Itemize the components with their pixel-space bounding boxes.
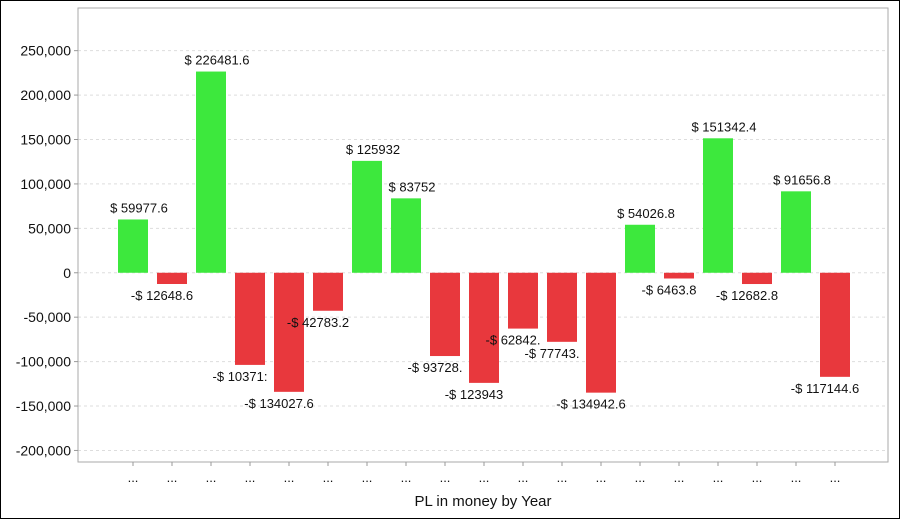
data-label: -$ 62842. [486,333,541,348]
data-label: -$ 6463.8 [642,283,697,298]
bar [547,272,577,342]
bar [391,198,421,273]
x-tick-label: ... [596,470,607,485]
data-label: -$ 12648.6 [131,288,193,303]
data-label: $ 59977.6 [110,200,168,215]
bar [625,224,655,273]
data-label: -$ 123943 [445,387,504,402]
x-tick-label: ... [362,470,373,485]
bar [820,272,850,377]
bar [469,272,499,383]
x-tick-label: ... [830,470,841,485]
y-tick-label: 200,000 [20,87,71,103]
bar [274,272,304,392]
x-tick-label: ... [479,470,490,485]
x-tick-label: ... [440,470,451,485]
y-tick-label: -100,000 [16,354,71,370]
x-tick-label: ... [518,470,529,485]
x-tick-label: ... [635,470,646,485]
x-tick-label: ... [206,470,217,485]
data-label: $ 54026.8 [617,206,675,221]
y-tick-label: -200,000 [16,442,71,458]
y-tick-label: -150,000 [16,398,71,414]
data-label: -$ 93728. [408,360,463,375]
x-tick-label: ... [401,470,412,485]
bar [157,272,187,284]
x-tick-label: ... [791,470,802,485]
x-tick-label: ... [323,470,334,485]
x-tick-label: ... [284,470,295,485]
bar [313,272,343,311]
y-tick-label: 100,000 [20,176,71,192]
x-tick-label: ... [245,470,256,485]
bar [781,191,811,273]
data-label: -$ 42783.2 [287,315,349,330]
data-label: -$ 12682.8 [716,288,778,303]
data-label: -$ 134942.6 [556,397,625,412]
bar [118,219,148,273]
data-label: $ 151342.4 [691,119,756,134]
x-tick-label: ... [557,470,568,485]
data-label: -$ 117144.6 [791,381,859,396]
x-axis-label: PL in money by Year [414,493,551,510]
bar [703,138,733,273]
bar [352,160,382,273]
bars: $ 59977.6 -$ 12648.6 $ 226481.6 -$ 10371: -$… [110,53,859,412]
data-label: $ 125932 [346,142,400,157]
data-label: -$ 77743. [525,346,580,361]
data-label: -$ 10371: [213,369,268,384]
data-label: $ 226481.6 [184,53,249,68]
data-label: -$ 134027.6 [244,396,313,411]
y-tick-label: 250,000 [20,43,71,59]
y-tick-label: 150,000 [20,131,71,147]
data-label: $ 91656.8 [773,172,831,187]
data-label: $ 83752 [389,179,436,194]
x-tick-label: ... [674,470,685,485]
bar [742,272,772,285]
y-axis: -200,000 -150,000 -100,000 -50,000 0 50,000 10… [16,43,78,458]
bar [430,272,460,357]
y-tick-label: 0 [63,265,71,281]
bar [235,272,265,365]
plot-area [77,7,889,463]
x-tick-label: ... [713,470,724,485]
y-tick-label: -50,000 [24,309,72,325]
bar [586,272,616,393]
bar [196,71,226,273]
y-tick-label: 50,000 [28,220,71,236]
x-tick-label: ... [167,470,178,485]
bar [508,272,538,329]
bar [664,272,694,279]
x-tick-label: ... [128,470,139,485]
x-axis: ........................................… [128,462,841,485]
x-tick-label: ... [752,470,763,485]
